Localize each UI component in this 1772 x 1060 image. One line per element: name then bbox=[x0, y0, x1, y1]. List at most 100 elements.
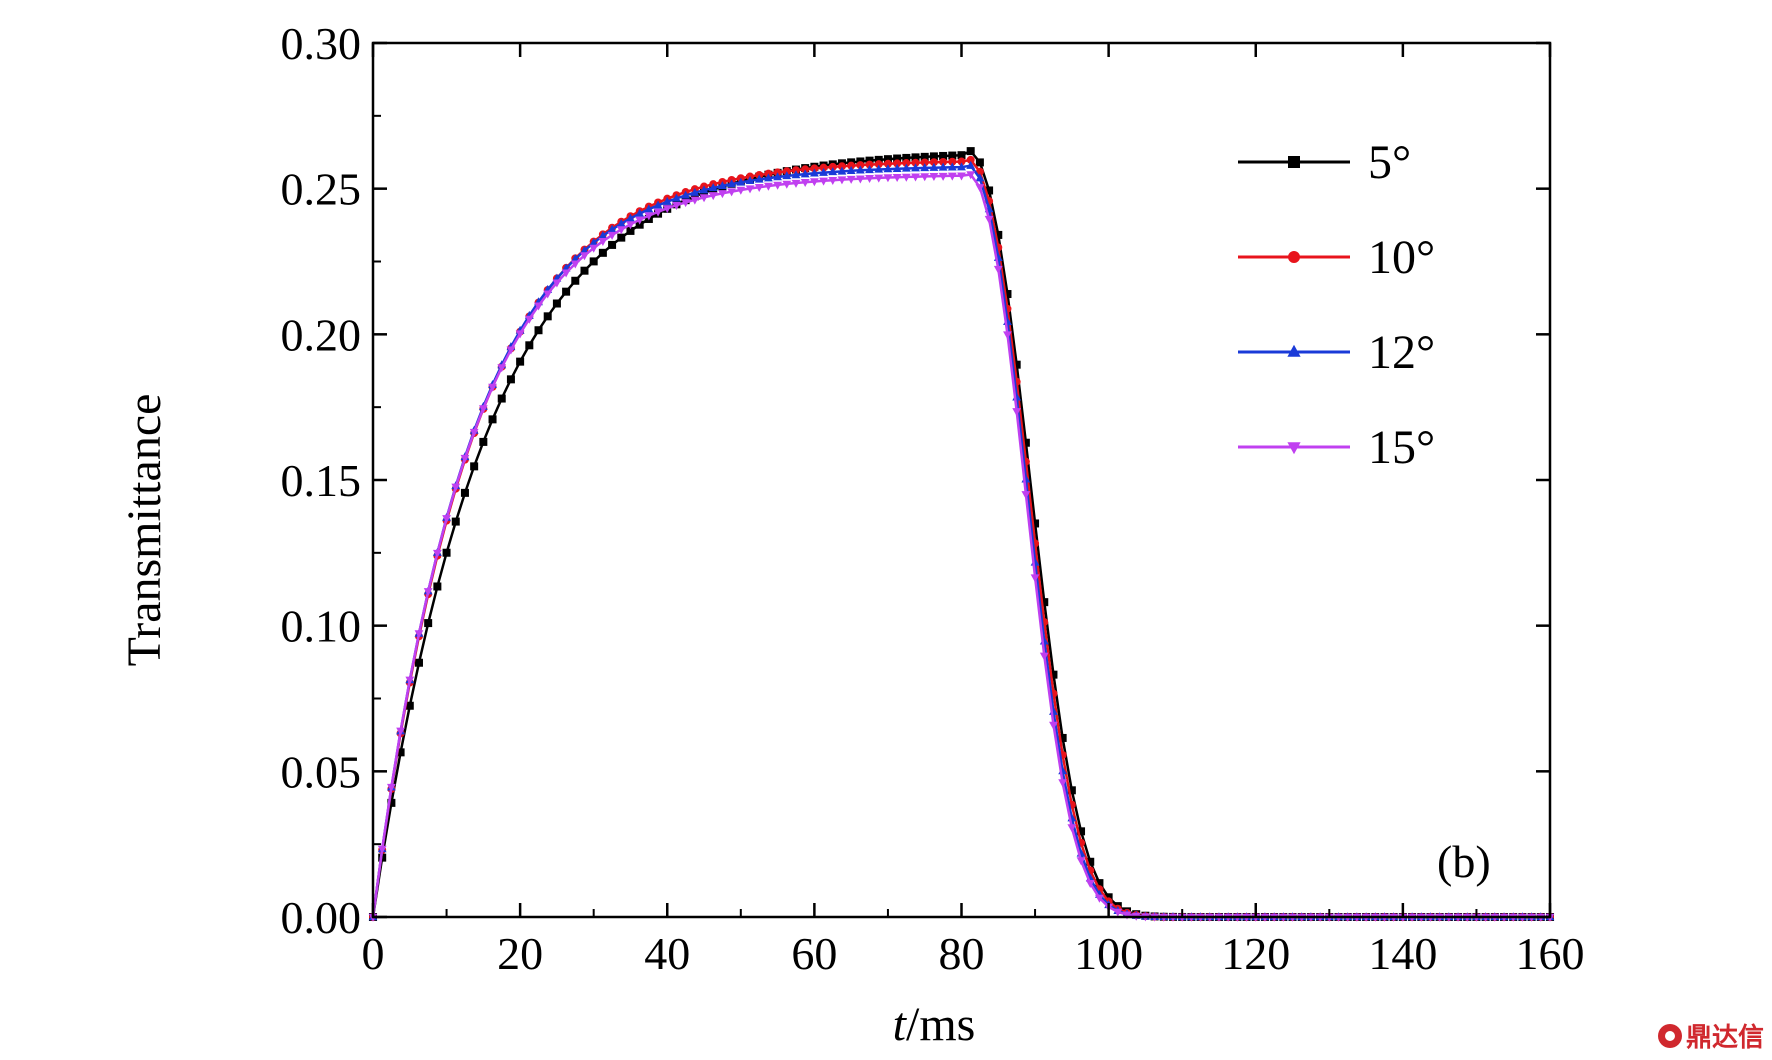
data-point bbox=[819, 163, 828, 172]
data-point bbox=[911, 173, 920, 182]
data-point bbox=[901, 173, 911, 182]
legend-item: 12° bbox=[1238, 326, 1435, 379]
data-point bbox=[883, 155, 892, 164]
data-point bbox=[1030, 574, 1040, 583]
data-point bbox=[377, 845, 387, 854]
data-point bbox=[1012, 360, 1021, 369]
data-point bbox=[1095, 879, 1104, 888]
watermark-text: 鼎达信 bbox=[1685, 1023, 1764, 1053]
data-point bbox=[635, 208, 645, 217]
data-point bbox=[681, 190, 691, 199]
data-point bbox=[1021, 491, 1031, 500]
data-point bbox=[1003, 290, 1012, 299]
data-point bbox=[470, 462, 479, 471]
data-point bbox=[451, 517, 460, 526]
data-point bbox=[801, 165, 810, 174]
data-point bbox=[837, 166, 847, 175]
data-point bbox=[1122, 911, 1132, 920]
data-point bbox=[396, 748, 405, 757]
data-point bbox=[966, 171, 976, 180]
data-point bbox=[901, 163, 911, 172]
data-point bbox=[1113, 908, 1123, 917]
y-tick-label: 0.00 bbox=[281, 892, 362, 943]
data-point bbox=[773, 172, 782, 181]
data-point bbox=[414, 630, 424, 639]
data-point bbox=[672, 193, 681, 202]
data-point bbox=[975, 184, 985, 193]
data-point bbox=[534, 302, 543, 311]
data-point bbox=[837, 162, 846, 171]
watermark-logo: 鼎达信 bbox=[1657, 1017, 1764, 1054]
data-point bbox=[497, 364, 507, 373]
data-point bbox=[920, 158, 929, 167]
data-point bbox=[626, 221, 635, 230]
data-point bbox=[1067, 786, 1076, 795]
data-point bbox=[929, 158, 938, 167]
data-point bbox=[1040, 598, 1049, 607]
data-point bbox=[847, 161, 856, 170]
data-point bbox=[800, 169, 810, 178]
x-axis-title-unit: /ms bbox=[906, 998, 975, 1051]
data-point bbox=[966, 155, 975, 164]
legend-item: 15° bbox=[1238, 421, 1435, 474]
y-tick-label: 0.15 bbox=[281, 455, 362, 506]
data-point bbox=[1287, 344, 1301, 357]
data-point bbox=[543, 290, 553, 299]
x-tick-label: 20 bbox=[497, 928, 543, 979]
data-point bbox=[819, 177, 828, 186]
data-point bbox=[809, 178, 819, 187]
data-point bbox=[1039, 652, 1049, 661]
data-point bbox=[580, 245, 589, 254]
data-point bbox=[855, 175, 865, 184]
x-axis-ticks: 0 20 40 60 80 100 120 140 160 bbox=[362, 43, 1585, 979]
watermark-icon bbox=[1657, 1023, 1682, 1048]
data-point bbox=[911, 153, 920, 162]
y-tick-label: 0.10 bbox=[281, 601, 362, 652]
data-point bbox=[911, 163, 920, 172]
data-point bbox=[460, 488, 469, 497]
data-point bbox=[672, 202, 681, 211]
x-axis-title-variable: t bbox=[893, 998, 908, 1051]
x-tick-label: 120 bbox=[1221, 928, 1290, 979]
x-tick-label: 60 bbox=[791, 928, 837, 979]
data-point bbox=[947, 172, 957, 181]
data-point bbox=[819, 167, 828, 176]
data-point bbox=[718, 181, 727, 190]
data-point bbox=[653, 208, 663, 217]
data-point bbox=[552, 299, 561, 308]
data-point bbox=[846, 166, 856, 175]
y-tick-label: 0.25 bbox=[281, 164, 362, 215]
data-point bbox=[562, 287, 571, 296]
data-point bbox=[947, 162, 957, 171]
legend-label: 10° bbox=[1368, 231, 1435, 284]
data-point bbox=[506, 375, 515, 384]
data-point bbox=[1003, 331, 1012, 340]
data-point bbox=[745, 185, 755, 194]
data-point bbox=[1104, 893, 1113, 902]
data-point bbox=[524, 315, 534, 324]
data-point bbox=[1058, 733, 1067, 742]
data-point bbox=[892, 163, 902, 172]
data-point bbox=[893, 154, 902, 163]
data-point bbox=[589, 244, 599, 253]
data-point bbox=[745, 176, 755, 185]
data-point bbox=[929, 162, 939, 171]
data-point bbox=[874, 164, 884, 173]
data-point bbox=[488, 415, 497, 424]
data-point bbox=[515, 330, 525, 339]
data-point bbox=[800, 178, 810, 187]
data-point bbox=[644, 204, 654, 213]
data-point bbox=[608, 240, 617, 249]
data-point bbox=[1287, 442, 1301, 455]
data-point bbox=[432, 549, 442, 558]
data-point bbox=[754, 174, 764, 183]
data-point bbox=[690, 192, 699, 201]
data-point bbox=[497, 394, 506, 403]
data-point bbox=[396, 727, 405, 736]
data-point bbox=[433, 582, 442, 591]
data-point bbox=[948, 151, 957, 160]
data-point bbox=[1288, 156, 1300, 168]
data-point bbox=[938, 172, 948, 181]
data-point bbox=[681, 199, 691, 208]
data-point bbox=[874, 160, 883, 169]
